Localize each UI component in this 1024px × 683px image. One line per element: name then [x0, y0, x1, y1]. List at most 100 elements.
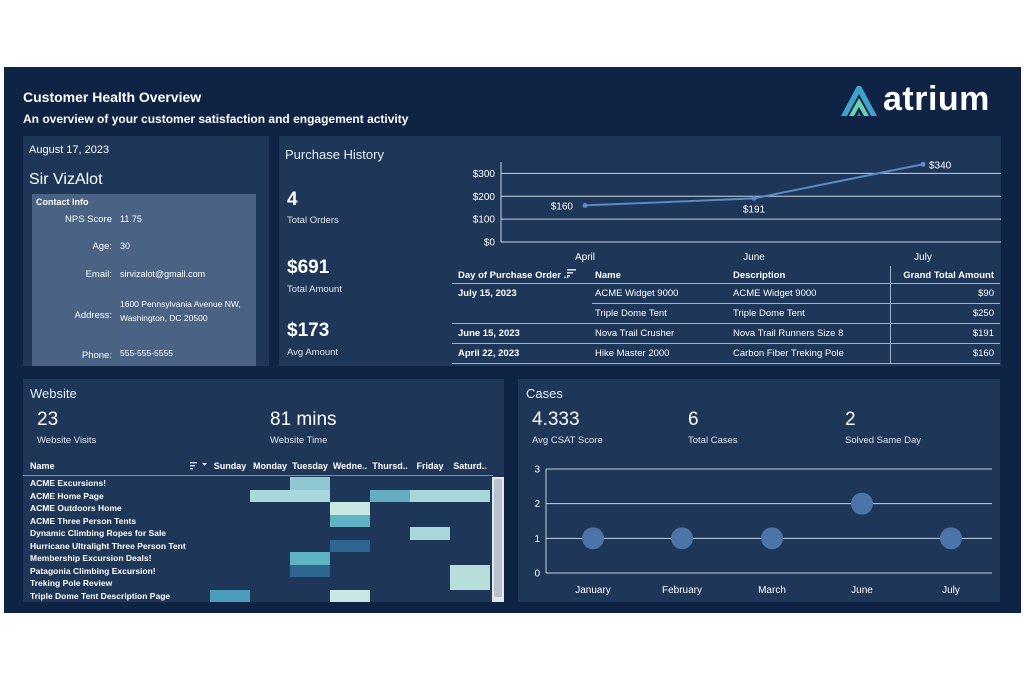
case-dot[interactable] — [851, 492, 873, 515]
y-tick-label: $0 — [484, 238, 496, 249]
sort-icon[interactable] — [567, 268, 577, 281]
contact-panel: August 17, 2023 Sir VizAlot Contact Info… — [23, 136, 269, 366]
header-name[interactable]: Name — [595, 270, 621, 281]
heatmap-row-label[interactable]: Dynamic Climbing Ropes for Sale — [30, 528, 167, 538]
heatmap-cell[interactable] — [410, 527, 450, 540]
amount-column-divider — [890, 266, 891, 363]
website-visits-label: Website Visits — [37, 435, 97, 446]
table-row[interactable]: Triple Dome Tent Triple Dome Tent $250 — [452, 304, 1000, 323]
day-header[interactable]: Wedne.. — [332, 461, 368, 471]
order-description: Carbon Fiber Treking Pole — [733, 348, 844, 359]
header-date[interactable]: Day of Purchase Order .. — [458, 270, 569, 281]
day-header[interactable]: Friday — [416, 461, 444, 471]
y-tick-label: $100 — [473, 215, 496, 226]
email-value: sirvizalot@gmail.com — [120, 269, 206, 279]
heatmap-cell[interactable] — [370, 489, 410, 502]
table-row[interactable]: April 22, 2023 Hike Master 2000 Carbon F… — [452, 344, 1000, 363]
case-dot[interactable] — [582, 527, 604, 550]
header-description[interactable]: Description — [733, 270, 786, 281]
heatmap-row-label[interactable]: ACME Excursions! — [30, 478, 107, 488]
age-label: Age: — [92, 241, 112, 252]
order-amount: $90 — [978, 288, 994, 299]
data-label: $191 — [743, 204, 766, 215]
website-visits-value: 23 — [37, 409, 59, 430]
x-tick-label: July — [942, 585, 960, 596]
table-row[interactable]: June 15, 2023 Nova Trail Crusher Nova Tr… — [452, 324, 1000, 343]
purchase-point[interactable] — [751, 195, 757, 201]
website-panel: Website 23 Website Visits 81 mins Websit… — [23, 379, 504, 602]
data-label: $160 — [551, 201, 574, 212]
order-name: Hike Master 2000 — [595, 348, 670, 359]
contact-info-box: Contact Info NPS Score 11.75 Age: 30 Ema… — [32, 194, 256, 366]
day-header[interactable]: Saturd.. — [453, 461, 487, 471]
case-dot[interactable] — [671, 527, 693, 550]
scrollbar-thumb[interactable] — [494, 479, 502, 597]
table-row[interactable]: July 15, 2023 ACME Widget 9000 ACME Widg… — [452, 284, 1000, 303]
heatmap-row-label[interactable]: ACME Home Page — [30, 490, 104, 501]
heatmap-cell[interactable] — [330, 514, 370, 527]
address-label: Address: — [74, 310, 113, 321]
x-tick-label: July — [914, 252, 932, 263]
day-header[interactable]: Monday — [252, 461, 287, 471]
x-tick-label: June — [851, 585, 873, 596]
heatmap-cell[interactable] — [450, 564, 490, 577]
heatmap-cell[interactable] — [330, 502, 370, 515]
phone-label: Phone: — [81, 350, 112, 361]
day-header[interactable]: Thursd.. — [372, 461, 408, 471]
x-tick-label: April — [575, 252, 595, 263]
header-divider — [452, 283, 1000, 284]
purchase-point[interactable] — [920, 161, 926, 167]
total-orders-value: 4 — [287, 189, 298, 210]
y-tick-label: 1 — [534, 534, 540, 545]
heatmap-cell[interactable] — [330, 539, 370, 552]
order-description: ACME Widget 9000 — [733, 288, 817, 299]
data-label: $340 — [929, 160, 952, 171]
heatmap-row-label[interactable]: Treking Pole Review — [30, 578, 113, 588]
report-date: August 17, 2023 — [29, 144, 110, 156]
heatmap-row-label[interactable]: Triple Dome Tent Description Page — [30, 590, 171, 601]
day-header[interactable]: Tuesday — [292, 461, 328, 471]
y-tick-label: $200 — [473, 192, 496, 203]
heatmap-cell[interactable] — [410, 489, 450, 502]
website-time-value: 81 mins — [270, 409, 337, 430]
heatmap-name-header[interactable]: Name — [30, 461, 55, 471]
age-value: 30 — [120, 241, 131, 251]
heatmap-cell[interactable] — [450, 489, 490, 502]
heatmap-row-label[interactable]: ACME Three Person Tents — [30, 515, 137, 526]
heatmap-cell[interactable] — [290, 552, 330, 565]
purchase-history-title: Purchase History — [285, 147, 384, 162]
y-tick-label: 0 — [534, 569, 540, 580]
heatmap-cell[interactable] — [290, 477, 330, 490]
case-dot[interactable] — [940, 527, 962, 550]
purchase-history-panel: Purchase History 4 Total Orders $691 Tot… — [279, 136, 1001, 366]
heatmap-cell[interactable] — [450, 577, 490, 590]
heatmap-cell[interactable] — [250, 489, 290, 502]
cases-panel: Cases 4.333 Avg CSAT Score 6 Total Cases… — [518, 379, 1000, 602]
cases-dot-chart: 0 1 2 3 January February March June July — [534, 465, 992, 596]
heatmap-cell[interactable] — [210, 589, 250, 602]
heatmap-cell[interactable] — [290, 489, 330, 502]
heatmap-row-label[interactable]: Patagonia Climbing Excursion! — [30, 565, 156, 576]
heatmap-cell[interactable] — [330, 589, 370, 602]
dashboard: Customer Health Overview An overview of … — [4, 67, 1021, 613]
atrium-logo: atrium — [839, 80, 1014, 122]
x-tick-label: February — [662, 585, 702, 596]
solved-same-day-label: Solved Same Day — [845, 435, 922, 446]
header-amount[interactable]: Grand Total Amount — [903, 270, 994, 281]
heatmap-row-label[interactable]: Membership Excursion Deals! — [30, 553, 152, 563]
order-date: July 15, 2023 — [458, 288, 517, 299]
case-dot[interactable] — [761, 527, 783, 550]
x-tick-label: March — [758, 585, 786, 596]
avg-amount-value: $173 — [287, 320, 330, 341]
heatmap-row-label[interactable]: Hurricane Ultralight Three Person Tent — [30, 540, 186, 551]
sort-icon[interactable] — [189, 459, 209, 477]
order-amount: $160 — [972, 348, 994, 359]
heatmap-row-label[interactable]: ACME Outdoors Home — [30, 503, 122, 513]
heatmap-scrollbar[interactable] — [492, 477, 504, 602]
address-line1: 1600 Pennsylvania Avenue NW, — [120, 299, 241, 309]
total-orders-label: Total Orders — [287, 215, 339, 226]
purchase-point[interactable] — [582, 202, 588, 208]
heatmap-cell[interactable] — [290, 564, 330, 577]
dashboard-title: Customer Health Overview — [23, 89, 202, 105]
day-header[interactable]: Sunday — [213, 461, 247, 471]
